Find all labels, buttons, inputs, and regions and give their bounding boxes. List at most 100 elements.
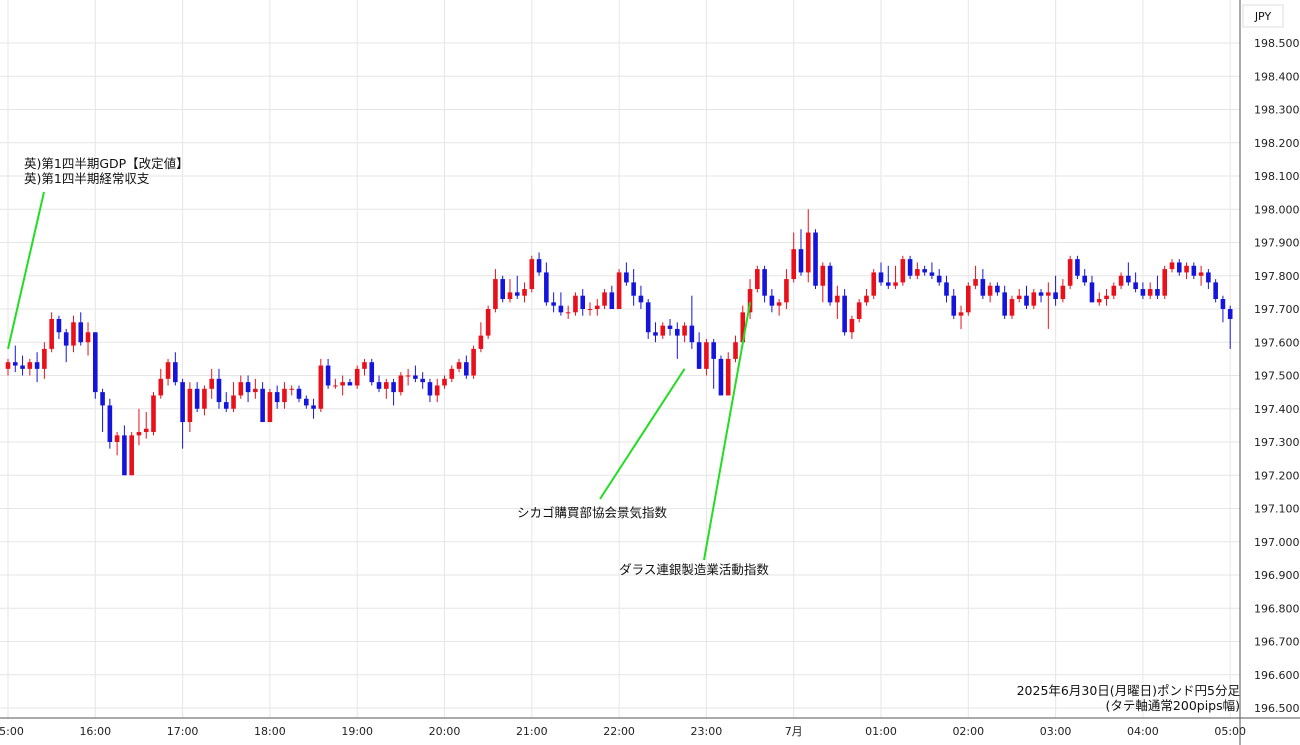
up-candle [602,292,607,306]
down-candle [1227,309,1233,319]
up-candle [1111,285,1117,296]
up-candle [209,378,214,389]
down-candle [311,405,316,409]
up-candle [362,362,367,369]
down-candle [885,282,891,286]
down-candle [638,295,644,303]
x-tick-label: 23:00 [691,725,723,738]
up-candle [529,259,535,290]
up-candle [1169,262,1175,270]
down-candle [551,302,556,306]
down-candle [1038,292,1044,296]
down-candle [951,295,957,316]
down-candle [1075,259,1080,276]
up-candle [1162,269,1168,296]
down-candle [180,382,185,423]
down-candle [936,275,942,283]
down-candle [762,269,767,296]
up-candle [1016,295,1022,300]
x-tick-label: 19:00 [341,725,373,738]
down-candle [376,382,382,389]
down-candle [645,302,651,333]
up-candle [231,395,236,409]
up-candle [740,312,746,343]
x-tick-label: 03:00 [1040,725,1072,738]
caption-line-1: 2025年6月30日(月曜日)ポンド円5分足 [1017,683,1241,698]
up-candle [434,385,440,396]
up-candle [616,272,622,309]
annotation-leader-line [7,191,45,350]
down-candle [500,279,505,300]
down-candle [689,325,695,343]
up-candle [522,289,527,296]
down-candle [260,388,265,423]
up-candle [820,265,826,286]
x-tick-label: 05:00 [1214,725,1246,738]
down-candle [624,272,629,283]
up-candle [805,232,811,273]
up-candle [987,285,993,296]
up-candle [129,435,134,476]
up-candle [849,318,855,333]
up-candle [71,322,76,346]
up-candle [165,362,171,379]
down-candle [536,259,542,273]
up-candle [187,388,193,423]
down-candle [413,375,418,379]
down-candle [1206,272,1211,283]
down-candle [194,388,200,409]
up-candle [1046,292,1051,296]
up-candle [573,295,578,313]
y-tick-label: 196.800 [1254,602,1300,615]
up-candle [493,279,498,309]
down-candle [580,295,586,309]
down-candle [653,332,658,336]
down-candle [1002,292,1007,316]
up-candle [776,302,782,306]
up-candle [114,435,120,442]
y-tick-label: 198.200 [1254,137,1300,150]
up-candle [915,269,920,276]
up-candle [318,365,324,409]
down-candle [1024,295,1029,306]
y-tick-label: 198.000 [1254,203,1300,216]
y-tick-label: 197.900 [1254,237,1300,250]
down-candle [78,322,84,343]
up-candle [725,358,731,396]
down-candle [274,392,280,403]
down-candle [420,378,425,383]
up-candle [398,375,404,393]
down-candle [1053,292,1058,300]
y-tick-label: 196.900 [1254,569,1300,582]
y-tick-label: 196.500 [1254,702,1300,715]
down-candle [303,398,309,406]
y-tick-label: 197.700 [1254,303,1300,316]
x-tick-label: 22:00 [603,725,635,738]
down-candle [544,272,549,303]
down-candle [842,295,847,333]
down-candle [93,332,98,393]
down-candle [675,328,680,336]
up-candle [405,375,411,377]
up-candle [238,382,244,396]
down-candle [980,279,986,296]
candles [5,209,1233,476]
up-candle [158,378,164,396]
caption-line-2: (タテ軸通常200pips幅) [1106,698,1240,713]
annotation-label: ダラス連銀製造業活動指数 [619,562,769,577]
down-candle [667,325,673,329]
y-tick-label: 197.000 [1254,536,1300,549]
up-candle [1060,285,1066,300]
up-candle [1147,289,1153,296]
up-candle [282,388,287,403]
x-tick-label: 15:00 [0,725,24,738]
down-candle [1220,299,1226,309]
down-candle [827,265,833,303]
currency-label-box: JPY [1242,4,1284,28]
up-candle [594,305,600,309]
up-candle [856,302,862,319]
down-candle [1213,282,1218,300]
annotations: 英)第1四半期GDP【改定値】英)第1四半期経常収支シカゴ購買部協会景気指数ダラ… [7,156,769,577]
